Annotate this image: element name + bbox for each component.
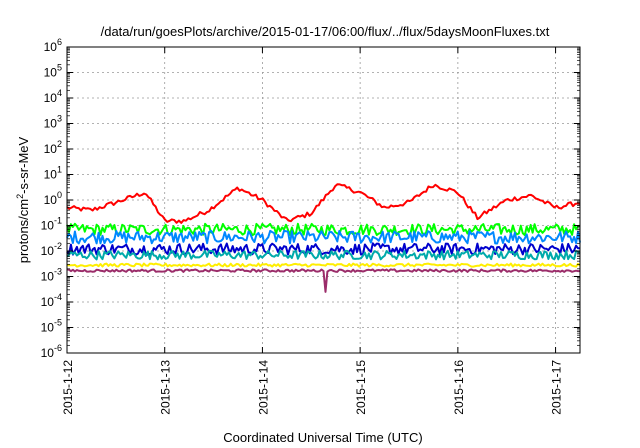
y-tick-label: 10-6 — [41, 343, 62, 360]
x-tick-label: 2015-1-12 — [61, 360, 75, 415]
y-tick-label: 100 — [44, 190, 62, 207]
y-tick-label: 10-3 — [41, 267, 62, 284]
y-axis-label-part1: protons/cm — [16, 199, 31, 263]
series-group — [66, 183, 581, 293]
series-line-5 — [66, 262, 581, 268]
y-tick-label: 101 — [44, 165, 62, 182]
series-line-0 — [66, 183, 581, 224]
y-tick-label: 10-1 — [41, 216, 62, 233]
y-axis-label-sup: 2 — [15, 194, 25, 199]
y-tick-label: 105 — [44, 63, 62, 80]
x-axis-label: Coordinated Universal Time (UTC) — [223, 430, 422, 445]
series-line-4 — [66, 249, 581, 261]
y-tick-label: 10-5 — [41, 318, 62, 335]
y-tick-label: 10-2 — [41, 241, 62, 258]
y-tick-label: 102 — [44, 139, 62, 156]
y-axis-label-part2: -s-sr-MeV — [16, 136, 31, 193]
y-tick-label: 103 — [44, 114, 62, 131]
series-line-2 — [66, 229, 581, 245]
y-axis-label: protons/cm2-s-sr-MeV — [15, 136, 31, 263]
x-tick-label: 2015-1-16 — [452, 360, 466, 415]
y-tick-label: 10-4 — [41, 292, 62, 309]
x-tick-label: 2015-1-17 — [550, 360, 564, 415]
y-tick-label: 106 — [44, 37, 62, 54]
x-tick-label: 2015-1-14 — [256, 360, 270, 415]
series-line-6 — [66, 268, 580, 293]
y-tick-label: 104 — [44, 88, 62, 105]
x-axis-ticks: 2015-1-12 2015-1-13 2015-1-14 2015-1-15 2015… — [61, 47, 564, 415]
y-axis-ticks: 10-6 10-5 10-4 10-3 10-2 10-1 100 101 102 103 104 1… — [41, 37, 580, 360]
x-tick-label: 2015-1-15 — [354, 360, 368, 415]
chart-title: /data/run/goesPlots/archive/2015-01-17/0… — [101, 24, 550, 39]
x-tick-label: 2015-1-13 — [159, 360, 173, 415]
